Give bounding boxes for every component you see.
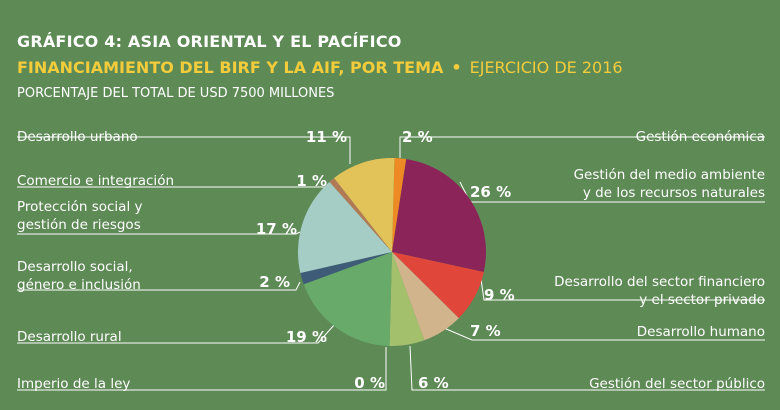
leader-line-7 — [17, 281, 301, 291]
chart-title: GRÁFICO 4: ASIA ORIENTAL Y EL PACÍFICO — [17, 32, 402, 51]
slice-label-2: Desarrollo del sector financiero y el sec… — [554, 273, 765, 309]
slice-label-line: género e inclusión — [17, 277, 141, 293]
pie-slice-0 — [392, 158, 407, 252]
slice-pct-label-8: 17 % — [255, 220, 297, 238]
slice-label-3: Desarrollo humano — [637, 323, 765, 341]
slice-pct-label-3: 7 % — [470, 322, 501, 340]
slice-label-line: Desarrollo humano — [636, 324, 765, 340]
slice-label-line: Gestión del sector público — [589, 376, 765, 392]
slice-label-line: Desarrollo social, — [17, 259, 133, 275]
pie-slice-1 — [392, 159, 486, 273]
pie-slice-4 — [389, 252, 425, 347]
leader-line-8 — [17, 231, 301, 235]
slice-pct-label-6: 19 % — [285, 328, 327, 346]
slice-label-10: Desarrollo urbano — [17, 128, 138, 146]
slice-label-line: Gestión del medio ambiente — [573, 167, 765, 183]
slice-label-line: gestión de riesgos — [17, 217, 141, 233]
slice-label-0: Gestión económica — [636, 128, 765, 146]
slice-label-7: Desarrollo social, género e inclusión — [17, 258, 141, 294]
pie-slice-9 — [329, 178, 392, 252]
slice-label-line: Desarrollo del sector financiero — [554, 274, 765, 290]
slice-pct-label-9: 1 % — [296, 172, 327, 190]
pie-slice-6 — [303, 252, 392, 346]
slice-label-line: Desarrollo rural — [17, 329, 122, 345]
leader-line-6 — [17, 323, 336, 344]
pie-slice-2 — [392, 252, 484, 319]
slice-label-5: Imperio de la ley — [17, 375, 130, 393]
slice-pct-label-1: 26 % — [470, 183, 512, 201]
slice-label-6: Desarrollo rural — [17, 328, 122, 346]
chart-subtitle: FINANCIAMIENTO DEL BIRF Y LA AIF, POR TE… — [17, 58, 623, 77]
slice-label-8: Protección social y gestión de riesgos — [17, 198, 143, 234]
pie-slice-10 — [334, 157, 395, 252]
fiscal-year: EJERCICIO DE 2016 — [469, 58, 623, 77]
slice-pct-label-5: 0 % — [354, 374, 385, 392]
slice-label-4: Gestión del sector público — [589, 375, 765, 393]
leader-line-4 — [409, 345, 765, 391]
slice-pct-label-2: 9 % — [484, 286, 515, 304]
slice-label-line: Gestión económica — [635, 129, 765, 145]
slice-pct-label-0: 2 % — [402, 128, 433, 146]
unit-label: PORCENTAJE DEL TOTAL DE USD 7500 MILLONE… — [17, 86, 335, 101]
slice-label-line: Protección social y — [17, 199, 143, 215]
slice-label-line: y el sector privado — [639, 292, 765, 308]
leader-line-10 — [17, 136, 351, 164]
pie-slices — [297, 157, 486, 347]
slice-pct-label-4: 6 % — [418, 374, 449, 392]
slice-pct-label-10: 11 % — [305, 128, 347, 146]
slice-label-1: Gestión del medio ambiente y de los recur… — [574, 166, 765, 202]
leader-line-2 — [479, 271, 765, 301]
slice-label-line: Imperio de la ley — [17, 376, 131, 392]
slice-label-line: Comercio e integración — [17, 173, 175, 189]
leader-line-3 — [443, 327, 765, 341]
pie-slice-8 — [297, 181, 392, 273]
leader-line-0 — [399, 136, 765, 158]
slice-label-9: Comercio e integración — [17, 172, 174, 190]
subtitle-separator: • — [451, 58, 462, 77]
leader-line-5 — [17, 347, 387, 391]
slice-label-line: y de los recursos naturales — [582, 185, 765, 201]
slice-label-line: Desarrollo urbano — [17, 129, 138, 145]
subtitle-text: FINANCIAMIENTO DEL BIRF Y LA AIF, POR TE… — [17, 58, 444, 77]
pie-slice-3 — [392, 252, 459, 341]
slice-pct-label-7: 2 % — [259, 273, 290, 291]
pie-slice-7 — [300, 252, 392, 285]
